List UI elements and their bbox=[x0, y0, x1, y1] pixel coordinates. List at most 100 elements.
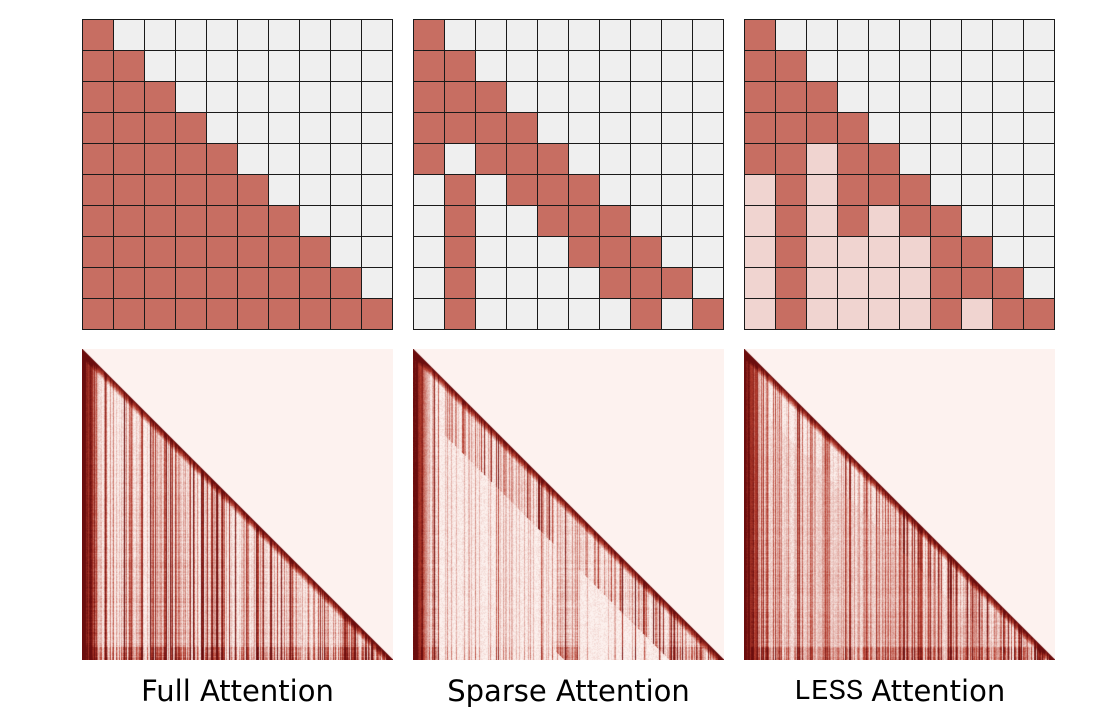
block-cell-attended bbox=[237, 298, 269, 330]
block-cell-masked bbox=[992, 112, 1024, 144]
block-cell-attended bbox=[82, 236, 114, 268]
block-cell-attended bbox=[413, 143, 445, 175]
block-cell-masked bbox=[506, 81, 538, 113]
block-cell-attended bbox=[506, 112, 538, 144]
block-cell-attended bbox=[630, 298, 662, 330]
block-cell-partial bbox=[744, 236, 776, 268]
block-cell-masked bbox=[413, 298, 445, 330]
block-cell-masked bbox=[599, 174, 631, 206]
block-cell-partial bbox=[806, 205, 838, 237]
block-cell-attended bbox=[930, 267, 962, 299]
block-cell-attended bbox=[630, 236, 662, 268]
block-cell-attended bbox=[744, 19, 776, 51]
block-cell-attended bbox=[82, 81, 114, 113]
block-cell-masked bbox=[237, 112, 269, 144]
block-cell-attended bbox=[568, 236, 600, 268]
block-cell-attended bbox=[206, 174, 238, 206]
block-cell-attended bbox=[806, 81, 838, 113]
block-cell-attended bbox=[144, 143, 176, 175]
block-cell-partial bbox=[868, 298, 900, 330]
block-cell-attended bbox=[806, 112, 838, 144]
block-cell-masked bbox=[568, 298, 600, 330]
block-cell-attended bbox=[113, 81, 145, 113]
block-cell-masked bbox=[268, 174, 300, 206]
block-cell-masked bbox=[237, 81, 269, 113]
block-cell-masked bbox=[144, 50, 176, 82]
block-cell-masked bbox=[692, 143, 724, 175]
block-cell-masked bbox=[992, 205, 1024, 237]
block-cell-attended bbox=[930, 298, 962, 330]
block-cell-attended bbox=[113, 298, 145, 330]
block-cell-masked bbox=[868, 50, 900, 82]
block-cell-masked bbox=[537, 81, 569, 113]
block-cell-attended bbox=[537, 143, 569, 175]
block-cell-masked bbox=[299, 112, 331, 144]
block-cell-attended bbox=[413, 19, 445, 51]
block-cell-attended bbox=[299, 298, 331, 330]
block-cell-masked bbox=[506, 236, 538, 268]
block-cell-masked bbox=[537, 19, 569, 51]
block-cell-attended bbox=[775, 50, 807, 82]
block-cell-attended bbox=[599, 236, 631, 268]
block-cell-partial bbox=[806, 267, 838, 299]
block-cell-masked bbox=[992, 236, 1024, 268]
block-cell-masked bbox=[330, 81, 362, 113]
block-cell-attended bbox=[113, 174, 145, 206]
block-cell-attended bbox=[175, 143, 207, 175]
block-cell-partial bbox=[744, 267, 776, 299]
block-cell-attended bbox=[930, 236, 962, 268]
block-cell-masked bbox=[1023, 143, 1055, 175]
block-cell-masked bbox=[837, 19, 869, 51]
block-cell-masked bbox=[330, 236, 362, 268]
block-cell-attended bbox=[175, 112, 207, 144]
full-attention-block-grid bbox=[82, 19, 393, 330]
block-cell-attended bbox=[206, 236, 238, 268]
block-cell-masked bbox=[299, 50, 331, 82]
block-cell-masked bbox=[361, 267, 393, 299]
block-cell-masked bbox=[1023, 112, 1055, 144]
block-cell-masked bbox=[961, 81, 993, 113]
block-cell-masked bbox=[899, 19, 931, 51]
block-cell-masked bbox=[961, 143, 993, 175]
block-cell-attended bbox=[444, 298, 476, 330]
block-cell-masked bbox=[568, 143, 600, 175]
block-cell-masked bbox=[599, 81, 631, 113]
block-cell-attended bbox=[837, 205, 869, 237]
block-cell-masked bbox=[806, 19, 838, 51]
block-cell-attended bbox=[144, 236, 176, 268]
block-cell-masked bbox=[930, 112, 962, 144]
block-cell-masked bbox=[599, 19, 631, 51]
block-cell-masked bbox=[961, 205, 993, 237]
block-cell-masked bbox=[444, 143, 476, 175]
block-cell-partial bbox=[837, 298, 869, 330]
block-cell-masked bbox=[144, 19, 176, 51]
block-cell-masked bbox=[599, 50, 631, 82]
block-cell-masked bbox=[806, 50, 838, 82]
block-cell-masked bbox=[992, 174, 1024, 206]
block-cell-attended bbox=[175, 298, 207, 330]
block-cell-masked bbox=[661, 81, 693, 113]
block-cell-masked bbox=[268, 81, 300, 113]
block-cell-masked bbox=[1023, 81, 1055, 113]
block-cell-attended bbox=[237, 174, 269, 206]
block-cell-masked bbox=[568, 267, 600, 299]
block-cell-attended bbox=[175, 267, 207, 299]
block-cell-attended bbox=[206, 298, 238, 330]
caption-text: Full Attention bbox=[141, 674, 334, 708]
block-cell-attended bbox=[82, 19, 114, 51]
block-cell-attended bbox=[599, 205, 631, 237]
block-cell-masked bbox=[299, 19, 331, 51]
block-cell-attended bbox=[82, 205, 114, 237]
block-cell-masked bbox=[930, 50, 962, 82]
block-cell-masked bbox=[599, 112, 631, 144]
block-cell-masked bbox=[175, 81, 207, 113]
less-attention-caption: LESS Attention bbox=[744, 668, 1055, 714]
block-cell-masked bbox=[992, 143, 1024, 175]
block-cell-attended bbox=[899, 205, 931, 237]
block-cell-attended bbox=[961, 267, 993, 299]
block-cell-attended bbox=[692, 298, 724, 330]
block-cell-attended bbox=[992, 298, 1024, 330]
block-cell-partial bbox=[744, 298, 776, 330]
block-cell-attended bbox=[630, 267, 662, 299]
block-cell-attended bbox=[113, 50, 145, 82]
